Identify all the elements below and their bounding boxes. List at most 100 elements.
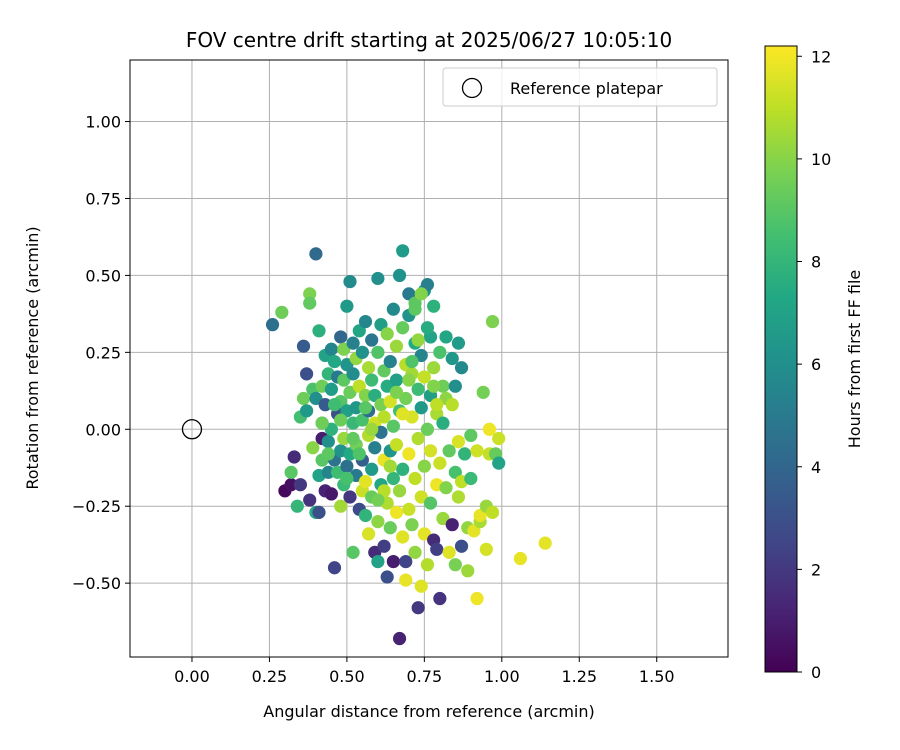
data-point-211 [414, 287, 428, 301]
data-point-68 [352, 379, 366, 393]
colorbar-label: Hours from first FF file [845, 270, 864, 449]
data-point-175 [442, 444, 456, 458]
data-point-60 [346, 336, 360, 350]
data-point-72 [355, 413, 369, 427]
data-point-170 [436, 511, 450, 526]
data-point-139 [408, 471, 422, 486]
data-point-31 [321, 465, 335, 479]
data-point-54 [340, 459, 354, 473]
data-point-7 [293, 478, 308, 492]
data-point-0 [265, 318, 280, 332]
data-point-108 [383, 354, 397, 369]
data-point-58 [343, 385, 357, 399]
data-point-189 [458, 447, 472, 461]
data-point-227 [346, 431, 360, 446]
colorbar-tick-label-6: 12 [811, 47, 831, 66]
data-point-183 [451, 434, 466, 449]
data-point-66 [349, 401, 363, 415]
data-point-151 [417, 370, 431, 384]
data-point-76 [358, 474, 373, 489]
data-point-61 [346, 545, 360, 559]
y-tick-label-1: −0.25 [72, 497, 121, 516]
data-point-101 [377, 410, 391, 424]
data-point-91 [371, 345, 385, 359]
data-point-207 [492, 431, 506, 446]
data-point-19 [309, 247, 323, 261]
data-points [265, 244, 552, 646]
data-point-94 [371, 514, 385, 529]
data-point-196 [470, 444, 484, 458]
data-point-164 [430, 407, 444, 421]
data-point-148 [414, 579, 428, 593]
data-point-89 [368, 388, 382, 403]
data-point-126 [396, 462, 410, 476]
data-point-232 [315, 416, 329, 430]
data-point-142 [411, 382, 425, 396]
data-point-184 [451, 490, 466, 504]
data-point-166 [433, 345, 447, 359]
data-point-154 [420, 422, 435, 436]
data-point-203 [482, 422, 497, 436]
data-point-83 [365, 373, 379, 387]
colorbar-tick-label-5: 10 [811, 150, 831, 169]
x-tick-label-0: 0.00 [174, 667, 210, 686]
data-point-181 [448, 558, 462, 572]
plot-frame [129, 59, 729, 658]
data-point-157 [423, 444, 438, 458]
colorbar-ticks: 0 2 4 6 8 10 12 [797, 47, 831, 682]
data-point-121 [392, 484, 407, 498]
data-point-82 [361, 527, 376, 541]
data-point-195 [470, 591, 484, 606]
data-point-35 [324, 487, 338, 501]
data-point-22 [312, 324, 326, 338]
data-point-176 [442, 545, 456, 559]
legend-box [442, 67, 718, 107]
data-point-118 [389, 438, 404, 452]
data-point-150 [417, 459, 431, 473]
data-point-204 [485, 314, 500, 329]
data-point-133 [402, 287, 416, 301]
data-point-153 [420, 278, 435, 292]
data-point-6 [290, 499, 304, 513]
data-point-12 [300, 367, 314, 381]
legend: Reference platepar [442, 67, 718, 107]
data-point-205 [485, 505, 500, 519]
data-point-17 [306, 441, 320, 455]
data-point-179 [445, 398, 459, 412]
data-point-123 [396, 321, 410, 335]
data-point-132 [402, 502, 416, 516]
data-point-34 [324, 342, 338, 356]
data-point-216 [427, 379, 441, 393]
data-point-168 [433, 456, 447, 470]
data-point-210 [538, 536, 552, 550]
data-point-85 [365, 333, 379, 347]
data-point-103 [380, 570, 394, 584]
data-point-226 [352, 447, 366, 461]
data-point-93 [371, 271, 385, 286]
data-point-125 [396, 244, 410, 258]
y-tick-label-0: −0.50 [72, 574, 121, 593]
data-point-231 [321, 447, 335, 461]
data-point-223 [371, 493, 385, 507]
data-point-14 [303, 296, 317, 310]
data-point-129 [399, 555, 413, 569]
data-point-134 [402, 447, 416, 461]
data-point-221 [383, 459, 397, 473]
data-point-33 [321, 434, 335, 449]
data-point-160 [427, 361, 441, 375]
data-point-198 [473, 508, 487, 523]
x-axis-label: Angular distance from reference (arcmin) [263, 702, 594, 721]
data-point-225 [358, 401, 373, 415]
data-point-84 [365, 462, 379, 476]
data-point-119 [392, 631, 407, 646]
data-point-37 [324, 422, 338, 436]
data-point-128 [399, 573, 413, 587]
data-point-75 [358, 388, 373, 403]
data-point-111 [386, 302, 400, 316]
data-point-143 [411, 601, 425, 615]
x-tick-label-5: 1.25 [561, 667, 597, 686]
data-point-155 [420, 558, 435, 572]
data-point-180 [448, 465, 462, 479]
data-point-193 [464, 428, 478, 443]
x-tick-label-4: 1.00 [484, 667, 520, 686]
